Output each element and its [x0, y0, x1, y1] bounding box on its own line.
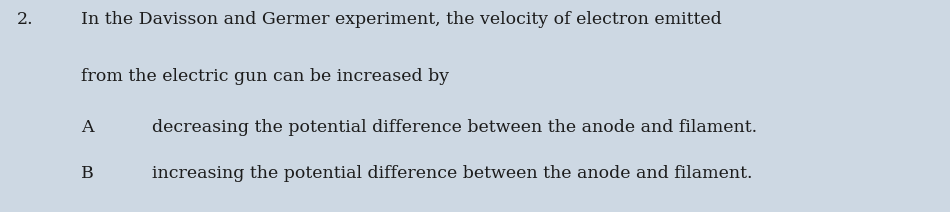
Text: A: A — [81, 119, 93, 136]
Text: 2.: 2. — [17, 11, 33, 28]
Text: B: B — [81, 165, 93, 182]
Text: increasing the potential difference between the anode and filament.: increasing the potential difference betw… — [152, 165, 752, 182]
Text: decreasing the potential difference between the anode and filament.: decreasing the potential difference betw… — [152, 119, 757, 136]
Text: from the electric gun can be increased by: from the electric gun can be increased b… — [81, 68, 448, 85]
Text: In the Davisson and Germer experiment, the velocity of electron emitted: In the Davisson and Germer experiment, t… — [81, 11, 721, 28]
